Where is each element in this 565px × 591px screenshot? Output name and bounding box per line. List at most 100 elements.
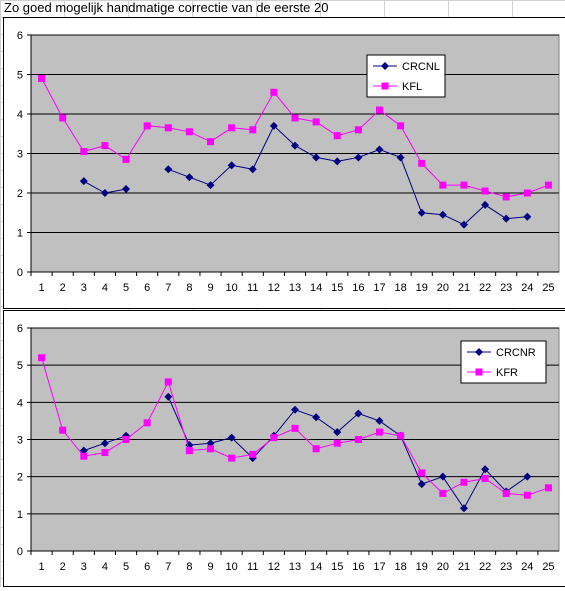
chart-left-point-kfl [207, 138, 215, 146]
chart-left-x-tick-label: 16 [352, 282, 364, 294]
chart-right-x-tick-label: 16 [352, 561, 364, 573]
chart-left-point-crcnl [122, 185, 131, 194]
chart-left-legend-marker [381, 82, 389, 90]
chart-left-point-kfl [312, 118, 320, 126]
chart-left-point-crcnl [481, 200, 490, 209]
chart-right-point-crcnr [206, 439, 215, 448]
chart-right-point-kfr [312, 445, 320, 453]
chart-right-x-tick-label: 25 [542, 561, 554, 573]
chart-right-point-crcnr [227, 433, 236, 442]
chart-left-point-kfl [164, 124, 172, 132]
chart-left-y-tick-label: 0 [17, 267, 23, 279]
chart-left-y-tick-label: 5 [17, 70, 23, 82]
chart-left-point-crcnl [333, 157, 342, 166]
chart-right-point-crcnr [417, 480, 426, 489]
chart-right-legend [460, 340, 547, 384]
chart-right-x-tick-label: 9 [207, 561, 213, 573]
chart-left-point-kfl [523, 189, 531, 197]
chart-left-point-kfl [397, 122, 405, 130]
chart-left-series-crcnl-line [168, 124, 528, 226]
chart-left-point-kfl [333, 132, 341, 140]
chart-right-x-tick-label: 3 [81, 561, 87, 573]
chart-right-legend-marker [475, 348, 483, 356]
chart-left-point-crcnl [227, 161, 236, 170]
chart-left-x-tick-label: 6 [144, 282, 150, 294]
chart-right-x-tick-label: 22 [479, 561, 491, 573]
chart-left-point-kfl [249, 126, 257, 134]
chart-left-point-crcnl [502, 214, 511, 223]
chart-left-x-tick-label: 13 [289, 282, 301, 294]
chart-right-x-tick-label: 12 [268, 561, 280, 573]
chart-left-point-kfl [418, 159, 426, 167]
chart-right-point-kfr [80, 452, 88, 460]
chart-left-legend-marker [381, 62, 389, 70]
chart-right-point-kfr [397, 432, 405, 440]
chart-right-x-tick-label: 14 [310, 561, 322, 573]
chart-right-legend-label: KFR [496, 367, 518, 379]
chart-right-point-crcnr [459, 504, 468, 513]
chart-right-point-kfr [375, 428, 383, 436]
chart-left-x-tick-label: 3 [81, 282, 87, 294]
chart-left-legend-label: CRCNL [402, 61, 440, 73]
chart-left-point-kfl [544, 181, 552, 189]
chart-right-point-crcnr [100, 439, 109, 448]
chart-left-point-crcnl [354, 153, 363, 162]
chart-left-x-tick-label: 19 [416, 282, 428, 294]
chart-right-x-tick-label: 19 [416, 561, 428, 573]
chart-left-x-tick-label: 2 [60, 282, 66, 294]
chart-left-x-tick-label: 9 [207, 282, 213, 294]
chart-right-point-kfr [439, 489, 447, 497]
chart-left-y-tick-label: 3 [17, 149, 23, 161]
chart-left-x-tick-label: 14 [310, 282, 322, 294]
chart-right-point-crcnr [523, 472, 532, 481]
chart-right[interactable]: 0 1 2 3 4 5 6 1 2 3 4 5 6 7 8 9 10 11 12 13 14 15 16 17 18 19 20 21… [3, 310, 565, 587]
chart-right-point-crcnr [248, 454, 257, 463]
chart-left[interactable]: 0 1 2 3 4 5 6 1 2 3 4 5 6 7 8 9 10 11 12 13 14 15 16 17 18 19 20 21… [3, 17, 565, 309]
chart-right-x-tick-label: 21 [458, 561, 470, 573]
sheet-title: Zo goed mogelijk handmatige correctie va… [4, 0, 329, 15]
chart-right-point-kfr [143, 419, 151, 427]
chart-left-point-kfl [291, 114, 299, 122]
chart-right-point-crcnr [164, 392, 173, 401]
chart-left-point-crcnl [79, 177, 88, 186]
chart-right-x-tick-label: 2 [60, 561, 66, 573]
chart-left-point-crcnl [269, 121, 278, 130]
chart-left-x-tick-label: 1 [38, 282, 44, 294]
chart-left-point-crcnl [523, 212, 532, 221]
chart-right-x-tick-label: 17 [373, 561, 385, 573]
chart-left-legend [366, 54, 446, 98]
chart-right-x-tick-label: 11 [247, 561, 258, 573]
chart-left-x-tick-label: 5 [123, 282, 129, 294]
chart-left-point-crcnl [438, 210, 447, 219]
chart-left-y-tick-label: 6 [17, 30, 23, 42]
chart-left-point-kfl [270, 88, 278, 96]
chart-left-x-tick-label: 17 [373, 282, 385, 294]
chart-left-x-tick-label: 7 [165, 282, 171, 294]
chart-left-point-kfl [228, 124, 236, 132]
chart-left-point-crcnl [206, 181, 215, 190]
chart-left-point-kfl [122, 155, 130, 163]
chart-left-point-crcnl [396, 153, 405, 162]
chart-left-x-tick-label: 12 [268, 282, 280, 294]
chart-right-point-kfr [122, 436, 130, 443]
chart-right-point-kfr [249, 450, 257, 458]
chart-right-point-crcnr [312, 413, 321, 422]
chart-left-point-kfl [59, 114, 67, 122]
chart-left-point-crcnl [459, 220, 468, 229]
chart-left-point-kfl [38, 74, 46, 82]
chart-left-point-kfl [185, 128, 193, 136]
chart-left-point-kfl [502, 193, 510, 201]
chart-left-legend-label: KFL [402, 81, 422, 93]
chart-left-x-tick-label: 8 [186, 282, 192, 294]
chart-left-point-kfl [439, 181, 447, 189]
chart-right-y-tick-label: 0 [17, 546, 23, 558]
chart-left-point-crcnl [312, 153, 321, 162]
chart-right-x-tick-label: 24 [521, 561, 533, 573]
chart-right-point-crcnr [79, 446, 88, 455]
chart-left-x-tick-label: 11 [247, 282, 258, 294]
chart-left-point-kfl [460, 181, 468, 189]
chart-left-point-kfl [101, 142, 109, 150]
chart-left-point-crcnl [291, 141, 299, 150]
